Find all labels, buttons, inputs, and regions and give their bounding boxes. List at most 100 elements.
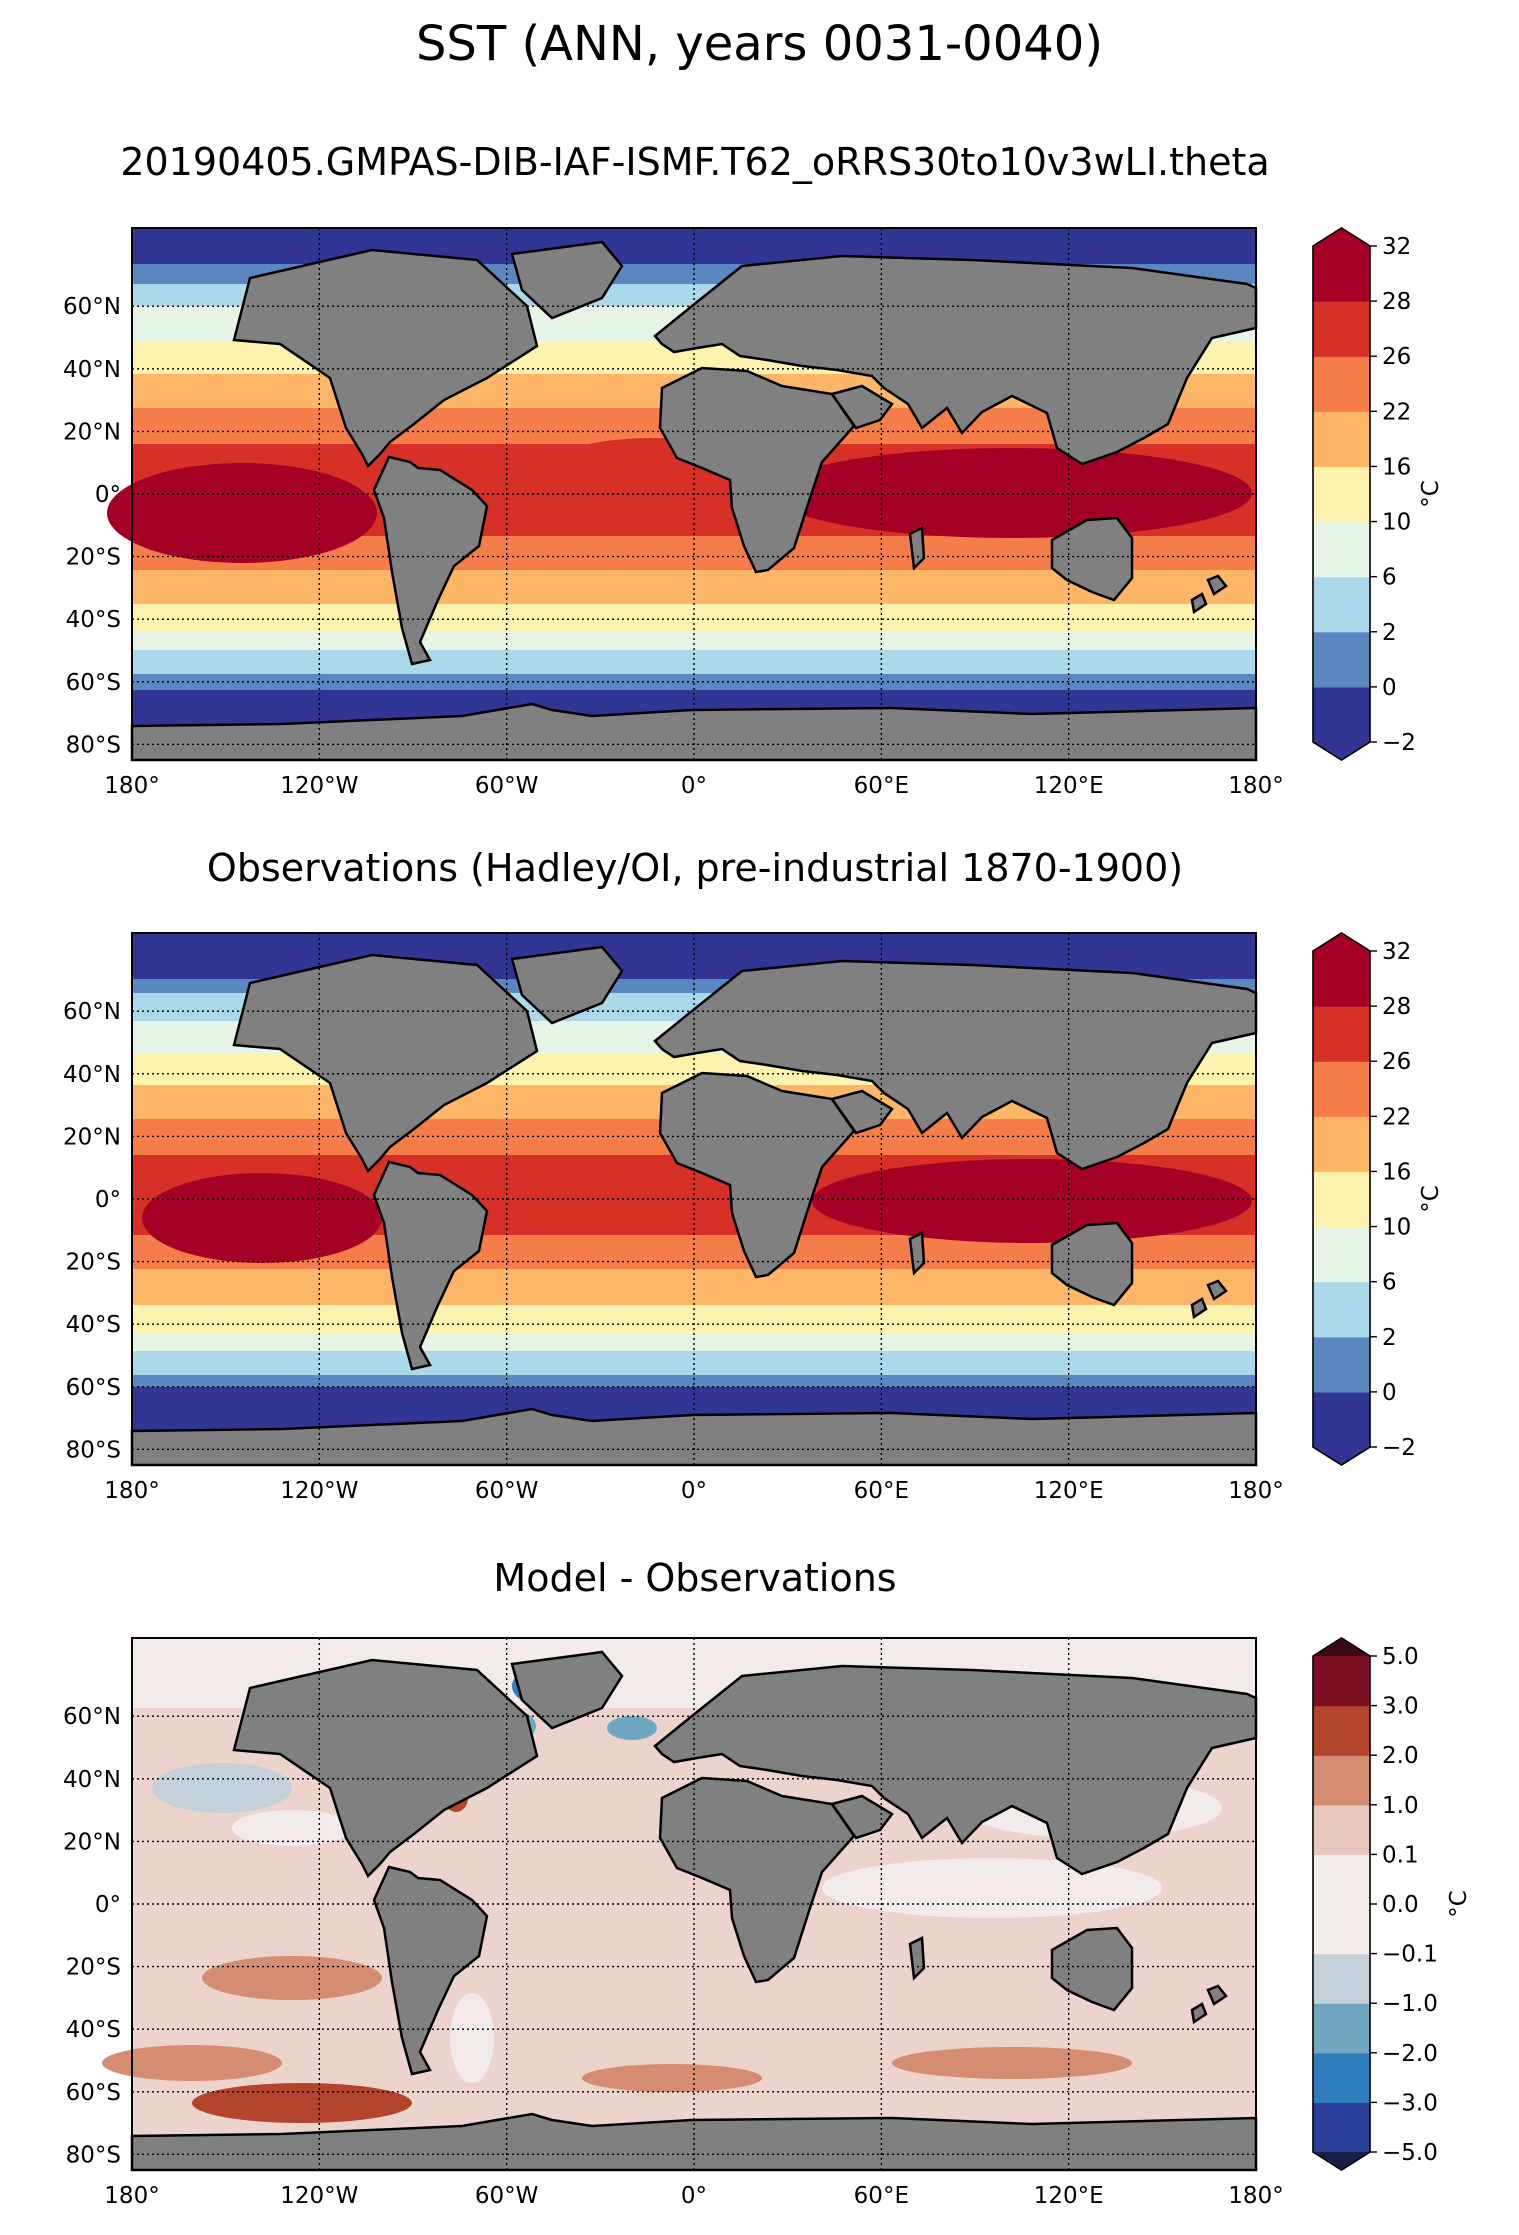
sst-band [132,1399,1256,1402]
sst-band [132,1215,1256,1218]
sst-band [132,939,1256,942]
y-tick-label: 0° [95,1892,121,1918]
sst-band [132,1065,1256,1068]
sst-band [132,634,1256,637]
colorbar-swatch [1313,466,1370,523]
x-tick-label: 120°E [1034,2183,1104,2209]
sst-band [132,270,1256,273]
colorbar-extend-min [1313,742,1370,760]
x-tick-label: 60°E [854,1478,909,1504]
sst-band [132,244,1256,247]
sst-band [132,516,1256,519]
x-tick-label: 120°E [1034,1478,1104,1504]
sst-band [132,600,1256,603]
sst-band [132,356,1256,359]
sst-band [132,230,1256,233]
sst-band [132,1231,1256,1234]
x-tick-label: 180° [104,773,159,799]
sst-band [132,1225,1256,1228]
sst-band [132,1361,1256,1364]
sst-band [132,999,1256,1002]
sst-band [132,284,1256,287]
sst-band [132,530,1256,533]
sst-band [132,1279,1256,1282]
sst-band [132,1239,1256,1242]
sst-band [132,1271,1256,1274]
y-tick-label: 40°N [63,1062,121,1088]
sst-band [132,546,1256,549]
sst-band [132,995,1256,998]
sst-band [132,520,1256,523]
sst-band [132,1371,1256,1374]
x-tick-label: 180° [1228,2183,1283,2209]
sst-band [132,676,1256,679]
y-tick-label: 40°S [66,2017,121,2043]
colorbar-tick-label: 26 [1382,1049,1411,1075]
sst-band [132,1071,1256,1074]
figure-title: SST (ANN, years 0031-0040) [415,16,1104,72]
y-tick-label: 60°N [63,294,121,320]
sst-band [132,981,1256,984]
panel-2-features [142,1159,1252,1263]
x-tick-label: 180° [104,1478,159,1504]
sst-band [132,656,1256,659]
sst-band [132,1295,1256,1298]
sst-band [132,1405,1256,1408]
sst-band [132,706,1256,709]
colorbar-tick-label: 32 [1382,234,1411,260]
colorbar-swatch [1313,686,1370,743]
panel-2: 60°N 40°N 20°N 0° 20°S 40°S 60°S 80°S 180° 120°W 6… [63,932,1284,1504]
colorbar-tick-label: −3.0 [1382,2090,1438,2116]
sst-band [132,570,1256,573]
sst-band [132,1241,1256,1244]
sst-band [132,666,1256,669]
x-tick-label: 120°W [280,1478,358,1504]
y-tick-label: 80°S [66,2142,121,2168]
x-tick-label: 60°W [475,2183,539,2209]
sst-band [132,1189,1256,1192]
y-tick-label: 60°N [63,1704,121,1730]
sst-band [132,1061,1256,1064]
colorbar-tick-label: 0 [1382,1380,1397,1406]
panel-1-colorbar: 32 28 26 22 16 10 6 2 0 −2 °C [1312,227,1444,761]
sst-band [132,969,1256,972]
x-tick-label: 60°W [475,1478,539,1504]
sst-band [132,1175,1256,1178]
sst-band [132,360,1256,363]
sst-band [132,614,1256,617]
sst-band [132,1185,1256,1188]
sst-band [132,1285,1256,1288]
x-tick-label: 0° [681,1478,707,1504]
colorbar-label: °C [1446,1890,1472,1918]
sst-band [132,1299,1256,1302]
sst-band [132,971,1256,974]
sst-band [132,350,1256,353]
sst-band [132,1235,1256,1238]
x-tick-label: 0° [681,2183,707,2209]
sst-band [132,1325,1256,1328]
sst-band [132,616,1256,619]
sst-band [132,1375,1256,1378]
y-tick-label: 40°N [63,1767,121,1793]
sst-band [132,965,1256,968]
sst-band [132,564,1256,567]
sst-band [132,646,1256,649]
colorbar-tick-label: −2 [1382,730,1416,756]
sst-band [132,1341,1256,1344]
sst-band [132,240,1256,243]
sst-band [132,1191,1256,1194]
sst-band [132,1291,1256,1294]
sst-band [132,354,1256,357]
sst-band [132,300,1256,303]
sst-band [132,1315,1256,1318]
sst-band [132,955,1256,958]
panel-1-title: 20190405.GMPAS-DIB-IAF-ISMF.T62_oRRS30to… [120,140,1270,184]
sst-band [132,554,1256,557]
sst-band [132,294,1256,297]
sst-band [132,1221,1256,1224]
sst-band [132,1265,1256,1268]
panel-2-colorbar: 32 28 26 22 16 10 6 2 0 −2 °C [1312,932,1444,1466]
sst-band [132,935,1256,938]
colorbar-swatch [1313,1171,1370,1228]
